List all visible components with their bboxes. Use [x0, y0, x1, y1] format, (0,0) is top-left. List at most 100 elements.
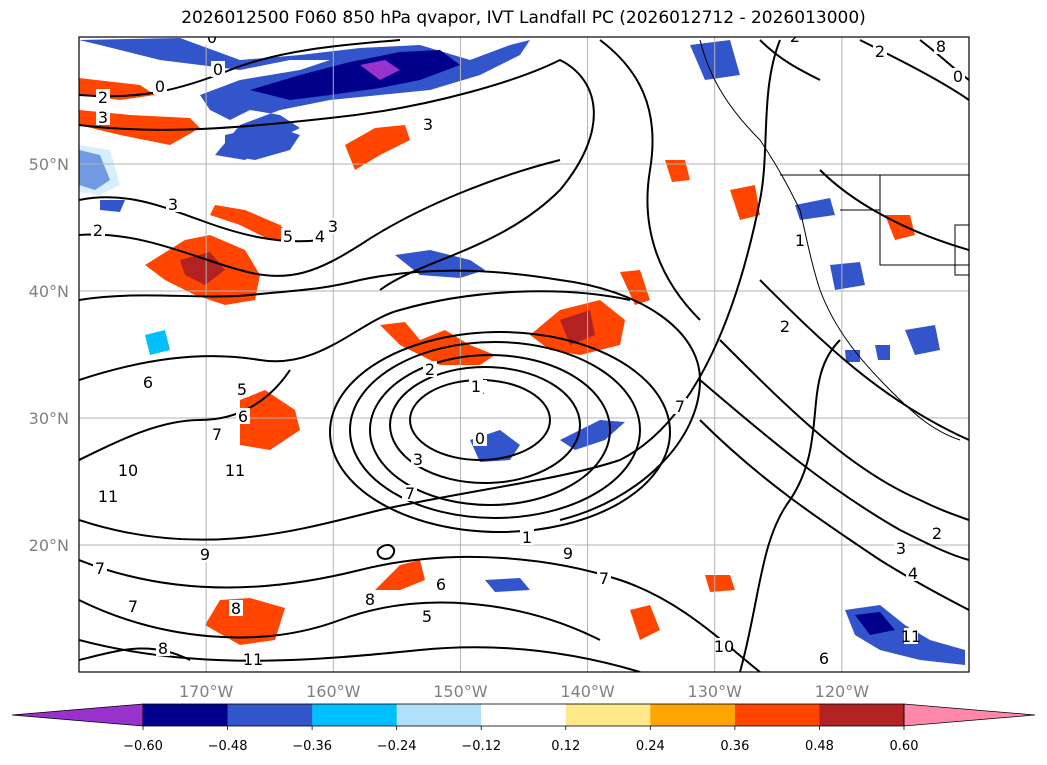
- contour-line: [329, 331, 671, 533]
- contour-line: [739, 339, 841, 672]
- contour-label-bg: [906, 565, 920, 581]
- colorbar-tick-label: 0.36: [720, 739, 749, 754]
- colorbar-tick-label: −0.12: [461, 739, 501, 754]
- contour-label-bg: [469, 378, 483, 394]
- contour-label: 7: [95, 559, 105, 578]
- blob-red-w2: [210, 205, 295, 240]
- contour-label-bg: [778, 318, 792, 334]
- blob-red-s1: [375, 560, 425, 590]
- blob-blue-nw3: [225, 125, 300, 160]
- contour-label-bg: [951, 68, 965, 84]
- contour-label-bg: [101, 488, 115, 504]
- contour-label: 0: [953, 67, 963, 86]
- contour-label-bg: [817, 650, 831, 666]
- contour-label: 3: [168, 195, 178, 214]
- contour-label: 8: [231, 599, 241, 618]
- lat-tick-label: 20°N: [29, 536, 69, 555]
- blob-red-s2: [205, 598, 285, 645]
- contour-line: [79, 269, 702, 521]
- contour-label: 0: [213, 60, 223, 79]
- contour-label-bg: [673, 398, 687, 414]
- colorbar-swatch: [819, 704, 905, 726]
- contour-label: 11: [225, 461, 245, 480]
- colorbar-extend-high: [903, 703, 1036, 727]
- contour-label: 5: [237, 380, 247, 399]
- colorbar-swatch: [650, 704, 736, 726]
- contour-label: 9: [563, 544, 573, 563]
- contour-label: 9: [200, 545, 210, 564]
- contour-label-bg: [421, 116, 435, 132]
- contour-label-bg: [228, 462, 242, 478]
- contour-label: 2: [932, 524, 942, 543]
- blob-navy-north: [250, 50, 460, 100]
- longitude-axis: 170°W 160°W 150°W 140°W 130°W 120°W: [179, 682, 869, 701]
- contour-line: [79, 39, 401, 98]
- contour-label-bg: [597, 570, 611, 586]
- contour-label-bg: [96, 89, 110, 105]
- contour-line: [79, 369, 291, 461]
- contour-label: 7: [212, 425, 222, 444]
- contour-label: 1: [522, 528, 532, 547]
- contour-label-bg: [126, 598, 140, 614]
- contour-label-bg: [793, 232, 807, 248]
- lon-tick-label: 170°W: [179, 682, 234, 701]
- contour-label: 11: [901, 627, 921, 646]
- blob-blue-ne2: [795, 198, 835, 220]
- contour-label: 7: [599, 569, 609, 588]
- contour-label-bg: [281, 228, 295, 244]
- colorbar-tick-label: −0.24: [377, 739, 417, 754]
- blob-blue-nw2: [100, 200, 125, 212]
- contour-label-bg: [788, 37, 802, 44]
- blob-blue-ne5: [875, 345, 890, 360]
- contour-label: 3: [896, 539, 906, 558]
- contour-line: [369, 354, 611, 506]
- lon-tick-label: 140°W: [560, 682, 615, 701]
- colorbar-swatch: [396, 704, 482, 726]
- contour-line: [79, 290, 631, 381]
- blob-red-nw3: [345, 125, 410, 170]
- contour-label: 5: [283, 227, 293, 246]
- contour-label-bg: [434, 576, 448, 592]
- contour-label-bg: [205, 37, 219, 45]
- blob-red-c4: [665, 160, 690, 182]
- contour-label: 2: [780, 317, 790, 336]
- colorbar-extend-low: [11, 703, 144, 727]
- contour-label-bg: [210, 426, 224, 442]
- contour-line: [79, 39, 781, 541]
- map-layer: 0002333254321021656773810111197788685111…: [79, 28, 969, 672]
- contour-label: 6: [143, 373, 153, 392]
- chart-title: 2026012500 F060 850 hPa qvapor, IVT Land…: [181, 8, 866, 28]
- blob-lightblue-w: [145, 330, 170, 355]
- colorbar-tick-label: −0.48: [208, 739, 248, 754]
- blob-purple-north: [360, 60, 400, 80]
- contour-line: [79, 639, 641, 672]
- contour-label-bg: [156, 640, 170, 656]
- contour-line: [919, 39, 969, 81]
- contour-label-bg: [934, 38, 948, 54]
- contour-label-bg: [326, 218, 340, 234]
- blob-red-coast1: [730, 185, 760, 220]
- contour-label-bg: [420, 608, 434, 624]
- contour-label-bg: [198, 546, 212, 562]
- colorbar-frame: [142, 703, 905, 727]
- contour-label: 10: [714, 637, 734, 656]
- contour-label-bg: [904, 628, 918, 644]
- lon-tick-label: 130°W: [688, 682, 743, 701]
- contour-label-group: 0002333254321021656773810111197788685111…: [91, 28, 965, 669]
- contour-label-bg: [313, 228, 327, 244]
- contour-label-bg: [473, 430, 487, 446]
- contour-line: [79, 58, 595, 291]
- lat-tick-label: 50°N: [29, 155, 69, 174]
- contour-label: 0: [207, 28, 217, 47]
- contour-label: 3: [328, 217, 338, 236]
- colorbar-tick-label: 0.48: [805, 739, 834, 754]
- colorbar: −0.60 −0.48 −0.36 −0.24 −0.12 0.12 0.24 0.36 0.4…: [11, 703, 1036, 754]
- contour-line: [699, 379, 969, 561]
- contour-line: [759, 39, 821, 81]
- contour-label-bg: [520, 529, 534, 545]
- contour-label: 2: [98, 88, 108, 107]
- colorbar-tick-label: −0.60: [123, 739, 163, 754]
- contour-line: [719, 339, 969, 521]
- contour-label-bg: [166, 196, 180, 212]
